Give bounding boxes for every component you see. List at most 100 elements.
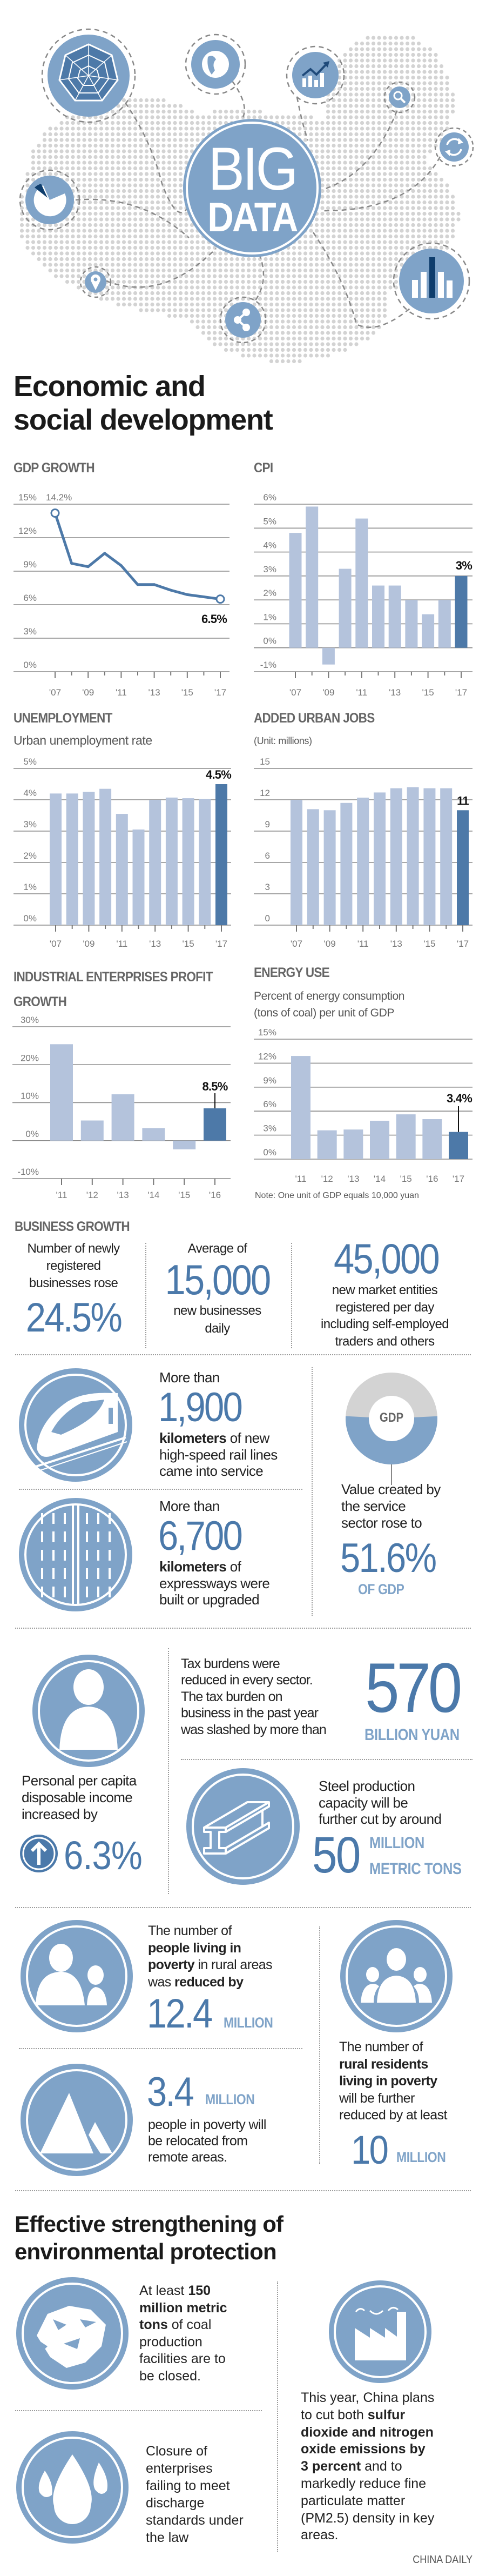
expressway-lead: More than <box>159 1498 220 1514</box>
map-dot <box>382 172 387 176</box>
map-dot <box>348 52 353 57</box>
steel-value: 50 <box>312 1826 361 1884</box>
map-dot <box>405 121 410 125</box>
map-dot <box>422 121 427 125</box>
y-tick-label: 20% <box>21 1053 39 1063</box>
map-dot <box>110 126 115 131</box>
map-dot <box>405 183 410 188</box>
map-dot <box>360 189 364 193</box>
map-dot <box>377 160 381 165</box>
bold-text: kilometers <box>159 1430 227 1446</box>
map-dot <box>382 143 387 148</box>
y-tick-label: 9% <box>263 1075 276 1086</box>
relocation-value: 3.4 <box>147 2069 194 2115</box>
map-dot <box>53 132 58 137</box>
map-dot <box>31 160 36 165</box>
map-dot <box>178 160 183 165</box>
map-dot <box>76 172 81 176</box>
map-dot <box>110 172 115 176</box>
map-dot <box>53 172 58 176</box>
map-dot <box>53 160 58 165</box>
map-dot <box>394 189 399 193</box>
map-dot <box>360 58 364 63</box>
map-dot <box>314 132 319 137</box>
map-dot <box>360 149 364 153</box>
map-dot <box>105 166 109 171</box>
text: high-speed rail lines <box>159 1446 278 1463</box>
map-dot <box>122 155 126 159</box>
map-dot <box>405 126 410 131</box>
map-dot <box>434 92 438 97</box>
divider <box>19 1489 302 1490</box>
map-dot <box>59 160 64 165</box>
text-line: capacity will be <box>319 1794 408 1811</box>
expressway-icon <box>19 1498 132 1611</box>
arrow-up-icon <box>20 1835 58 1872</box>
map-dot <box>87 126 92 131</box>
map-dot <box>53 155 58 159</box>
divider <box>15 2410 262 2411</box>
map-dot <box>388 132 393 137</box>
map-dot <box>382 75 387 80</box>
map-dot <box>388 183 393 188</box>
bar-12 <box>374 792 386 925</box>
map-dot <box>343 183 347 188</box>
donut-label: GDP <box>379 1410 404 1425</box>
map-dot <box>178 183 183 188</box>
map-dot <box>139 121 143 125</box>
map-dot <box>400 58 404 63</box>
x-tick-label: '07 <box>50 939 62 949</box>
map-dot <box>388 166 393 171</box>
map-dot <box>377 189 381 193</box>
map-dot <box>337 149 342 153</box>
map-dot <box>59 143 64 148</box>
map-dot <box>371 47 376 51</box>
map-dot <box>99 166 104 171</box>
map-dot <box>371 41 376 46</box>
map-dot <box>377 177 381 182</box>
map-dot <box>150 177 154 182</box>
bar-11 <box>357 798 369 925</box>
map-dot <box>371 138 376 142</box>
map-dot <box>37 143 41 148</box>
map-dot <box>150 160 154 165</box>
map-dot <box>371 52 376 57</box>
map-dot <box>144 177 149 182</box>
map-dot <box>434 58 438 63</box>
map-dot <box>439 183 444 188</box>
map-dot <box>394 177 399 182</box>
x-tick-label: '09 <box>324 939 336 949</box>
divider <box>168 1648 169 1894</box>
map-dot <box>161 121 166 125</box>
map-dot <box>156 132 160 137</box>
text-line: tons of coal <box>139 2317 227 2334</box>
map-dot <box>127 177 132 182</box>
map-dot <box>167 143 172 148</box>
map-dot <box>388 149 393 153</box>
map-dot <box>416 189 421 193</box>
y-tick-label: 4% <box>263 540 276 551</box>
map-dot <box>400 121 404 125</box>
map-dot <box>110 183 115 188</box>
map-dot <box>99 155 104 159</box>
map-dot <box>110 149 115 153</box>
map-dot <box>42 172 47 176</box>
bold-text: 150 <box>188 2283 211 2298</box>
map-dot <box>348 132 353 137</box>
map-dot <box>76 143 81 148</box>
map-dot <box>93 138 98 142</box>
text-line: was reduced by <box>148 1974 272 1991</box>
map-dot <box>377 115 381 119</box>
map-dot <box>309 115 313 119</box>
map-dot <box>178 189 183 193</box>
map-dot <box>366 166 370 171</box>
bar-16 <box>422 1119 442 1159</box>
map-dot <box>411 81 415 85</box>
map-dot <box>366 47 370 51</box>
map-dot <box>382 189 387 193</box>
map-dot <box>422 166 427 171</box>
map-dot <box>280 115 285 119</box>
map-dot <box>382 47 387 51</box>
map-dot <box>76 177 81 182</box>
x-tick-label: '15 <box>422 687 434 698</box>
